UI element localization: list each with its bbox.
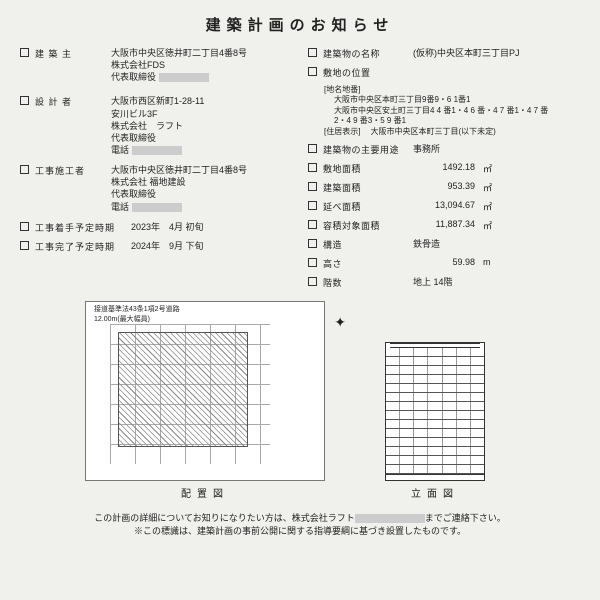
struct-label: 構造 xyxy=(323,238,413,251)
left-column: 建 築 主 大阪市中央区徳井町二丁目4番8号 株式会社FDS 代表取締役 設 計… xyxy=(20,47,292,295)
bldg-label: 建築面積 xyxy=(323,181,413,194)
floor-label: 延べ面積 xyxy=(323,200,413,213)
far-label: 容積対象面積 xyxy=(323,219,413,232)
bldg-unit: ㎡ xyxy=(483,181,492,194)
start-label: 工事着手予定時期 xyxy=(35,221,131,234)
floors-label: 階数 xyxy=(323,276,413,289)
name-value: (仮称)中央区本町三丁目PJ xyxy=(413,47,580,59)
name-label: 建築物の名称 xyxy=(323,47,413,60)
floors-value: 地上 14階 xyxy=(413,276,580,288)
floor-unit: ㎡ xyxy=(483,200,492,213)
check-box xyxy=(308,239,317,248)
start-value: 2023年 4月 初旬 xyxy=(131,221,292,233)
plan-caption: 配置図 xyxy=(85,485,325,500)
footer: この計画の詳細についてお知りになりたい方は、株式会社ラフトまでご連絡下さい。 ※… xyxy=(20,510,580,541)
location-detail: [地名地番]大阪市中央区本町三丁目9番9・6 1番1 大阪市中央区安土町三丁目4… xyxy=(324,85,580,137)
bldg-value: 953.39 xyxy=(413,181,483,194)
check-box xyxy=(20,222,29,231)
site-value: 1492.18 xyxy=(413,162,483,175)
elevation: 立面図 xyxy=(355,342,515,500)
site-label: 敷地面積 xyxy=(323,162,413,175)
check-box xyxy=(20,96,29,105)
check-box xyxy=(20,48,29,57)
page-title: 建築計画のお知らせ xyxy=(20,14,580,35)
floor-value: 13,094.67 xyxy=(413,200,483,213)
check-box xyxy=(20,241,29,250)
far-unit: ㎡ xyxy=(483,219,492,232)
check-box xyxy=(308,163,317,172)
height-label: 高さ xyxy=(323,257,413,270)
use-label: 建築物の主要用途 xyxy=(323,143,413,156)
owner-value: 大阪市中央区徳井町二丁目4番8号 株式会社FDS 代表取締役 xyxy=(111,47,292,83)
right-column: 建築物の名称 (仮称)中央区本町三丁目PJ 敷地の位置 [地名地番]大阪市中央区… xyxy=(308,47,580,295)
check-box xyxy=(308,277,317,286)
elev-caption: 立面図 xyxy=(355,485,515,500)
far-value: 11,887.34 xyxy=(413,219,483,232)
check-box xyxy=(308,182,317,191)
check-box xyxy=(308,48,317,57)
contractor-label: 工事施工者 xyxy=(35,164,111,177)
designer-label: 設 計 者 xyxy=(35,95,111,108)
check-box xyxy=(308,67,317,76)
check-box xyxy=(308,220,317,229)
loc-label: 敷地の位置 xyxy=(323,66,413,79)
owner-label: 建 築 主 xyxy=(35,47,111,60)
check-box xyxy=(20,165,29,174)
use-value: 事務所 xyxy=(413,143,580,155)
end-label: 工事完了予定時期 xyxy=(35,240,131,253)
compass-icon: ✦ xyxy=(334,314,346,331)
plan-note: 接道基準法43条1項2号道路 12.00m(最大幅員) xyxy=(94,304,180,324)
height-unit: m xyxy=(483,257,491,267)
struct-value: 鉄骨造 xyxy=(413,238,580,250)
check-box xyxy=(308,144,317,153)
contractor-value: 大阪市中央区徳井町二丁目4番8号 株式会社 福地建設 代表取締役 電話 xyxy=(111,164,292,213)
site-plan: 接道基準法43条1項2号道路 12.00m(最大幅員) ✦ 配置図 xyxy=(85,301,325,500)
designer-value: 大阪市西区新町1-28-11 安川ビル3F 株式会社 ラフト 代表取締役 電話 xyxy=(111,95,292,156)
height-value: 59.98 xyxy=(413,257,483,267)
check-box xyxy=(308,258,317,267)
check-box xyxy=(308,201,317,210)
site-unit: ㎡ xyxy=(483,162,492,175)
end-value: 2024年 9月 下旬 xyxy=(131,240,292,252)
